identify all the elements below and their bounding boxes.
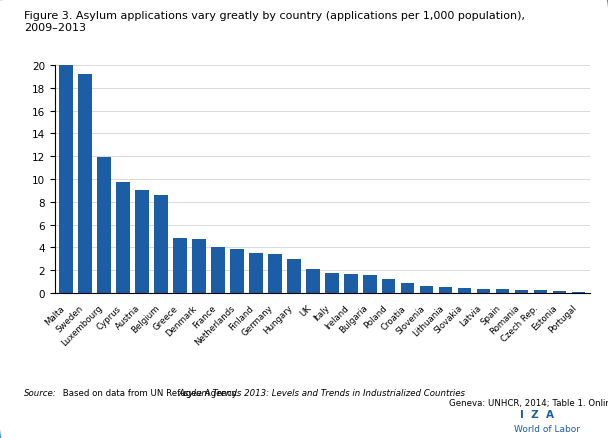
Bar [135,191,149,293]
Bar [477,289,490,293]
Bar [420,286,434,293]
Bar [382,279,395,293]
Bar [325,273,339,293]
Bar [534,291,547,293]
Bar [154,195,168,293]
Bar [572,292,586,293]
Bar [268,254,282,293]
Bar [344,275,358,293]
Text: I  Z  A: I Z A [520,410,554,420]
Text: Figure 3. Asylum applications vary greatly by country (applications per 1,000 po: Figure 3. Asylum applications vary great… [24,11,525,32]
Bar [211,248,225,293]
Bar [496,290,510,293]
Bar [173,238,187,293]
Bar [553,291,566,293]
Text: .
Geneva: UNHCR, 2014; Table 1. Online at: http://www.unhcr.org/5329b15a9.html [: . Geneva: UNHCR, 2014; Table 1. Online a… [449,388,608,407]
Bar [116,183,130,293]
Bar [192,240,206,293]
Bar [287,259,300,293]
Bar [363,276,376,293]
Bar [249,254,263,293]
Bar [306,269,320,293]
Bar [78,75,92,293]
Bar [401,284,415,293]
Bar [458,288,471,293]
Bar [439,287,452,293]
Bar [514,290,528,293]
Text: Asylum Trends 2013: Levels and Trends in Industrialized Countries: Asylum Trends 2013: Levels and Trends in… [178,388,465,397]
Bar [97,158,111,293]
Bar [230,250,244,293]
Text: World of Labor: World of Labor [514,424,580,433]
Text: Based on data from UN Refugee Agency.: Based on data from UN Refugee Agency. [60,388,241,397]
Bar [59,66,73,293]
Text: Source:: Source: [24,388,57,397]
